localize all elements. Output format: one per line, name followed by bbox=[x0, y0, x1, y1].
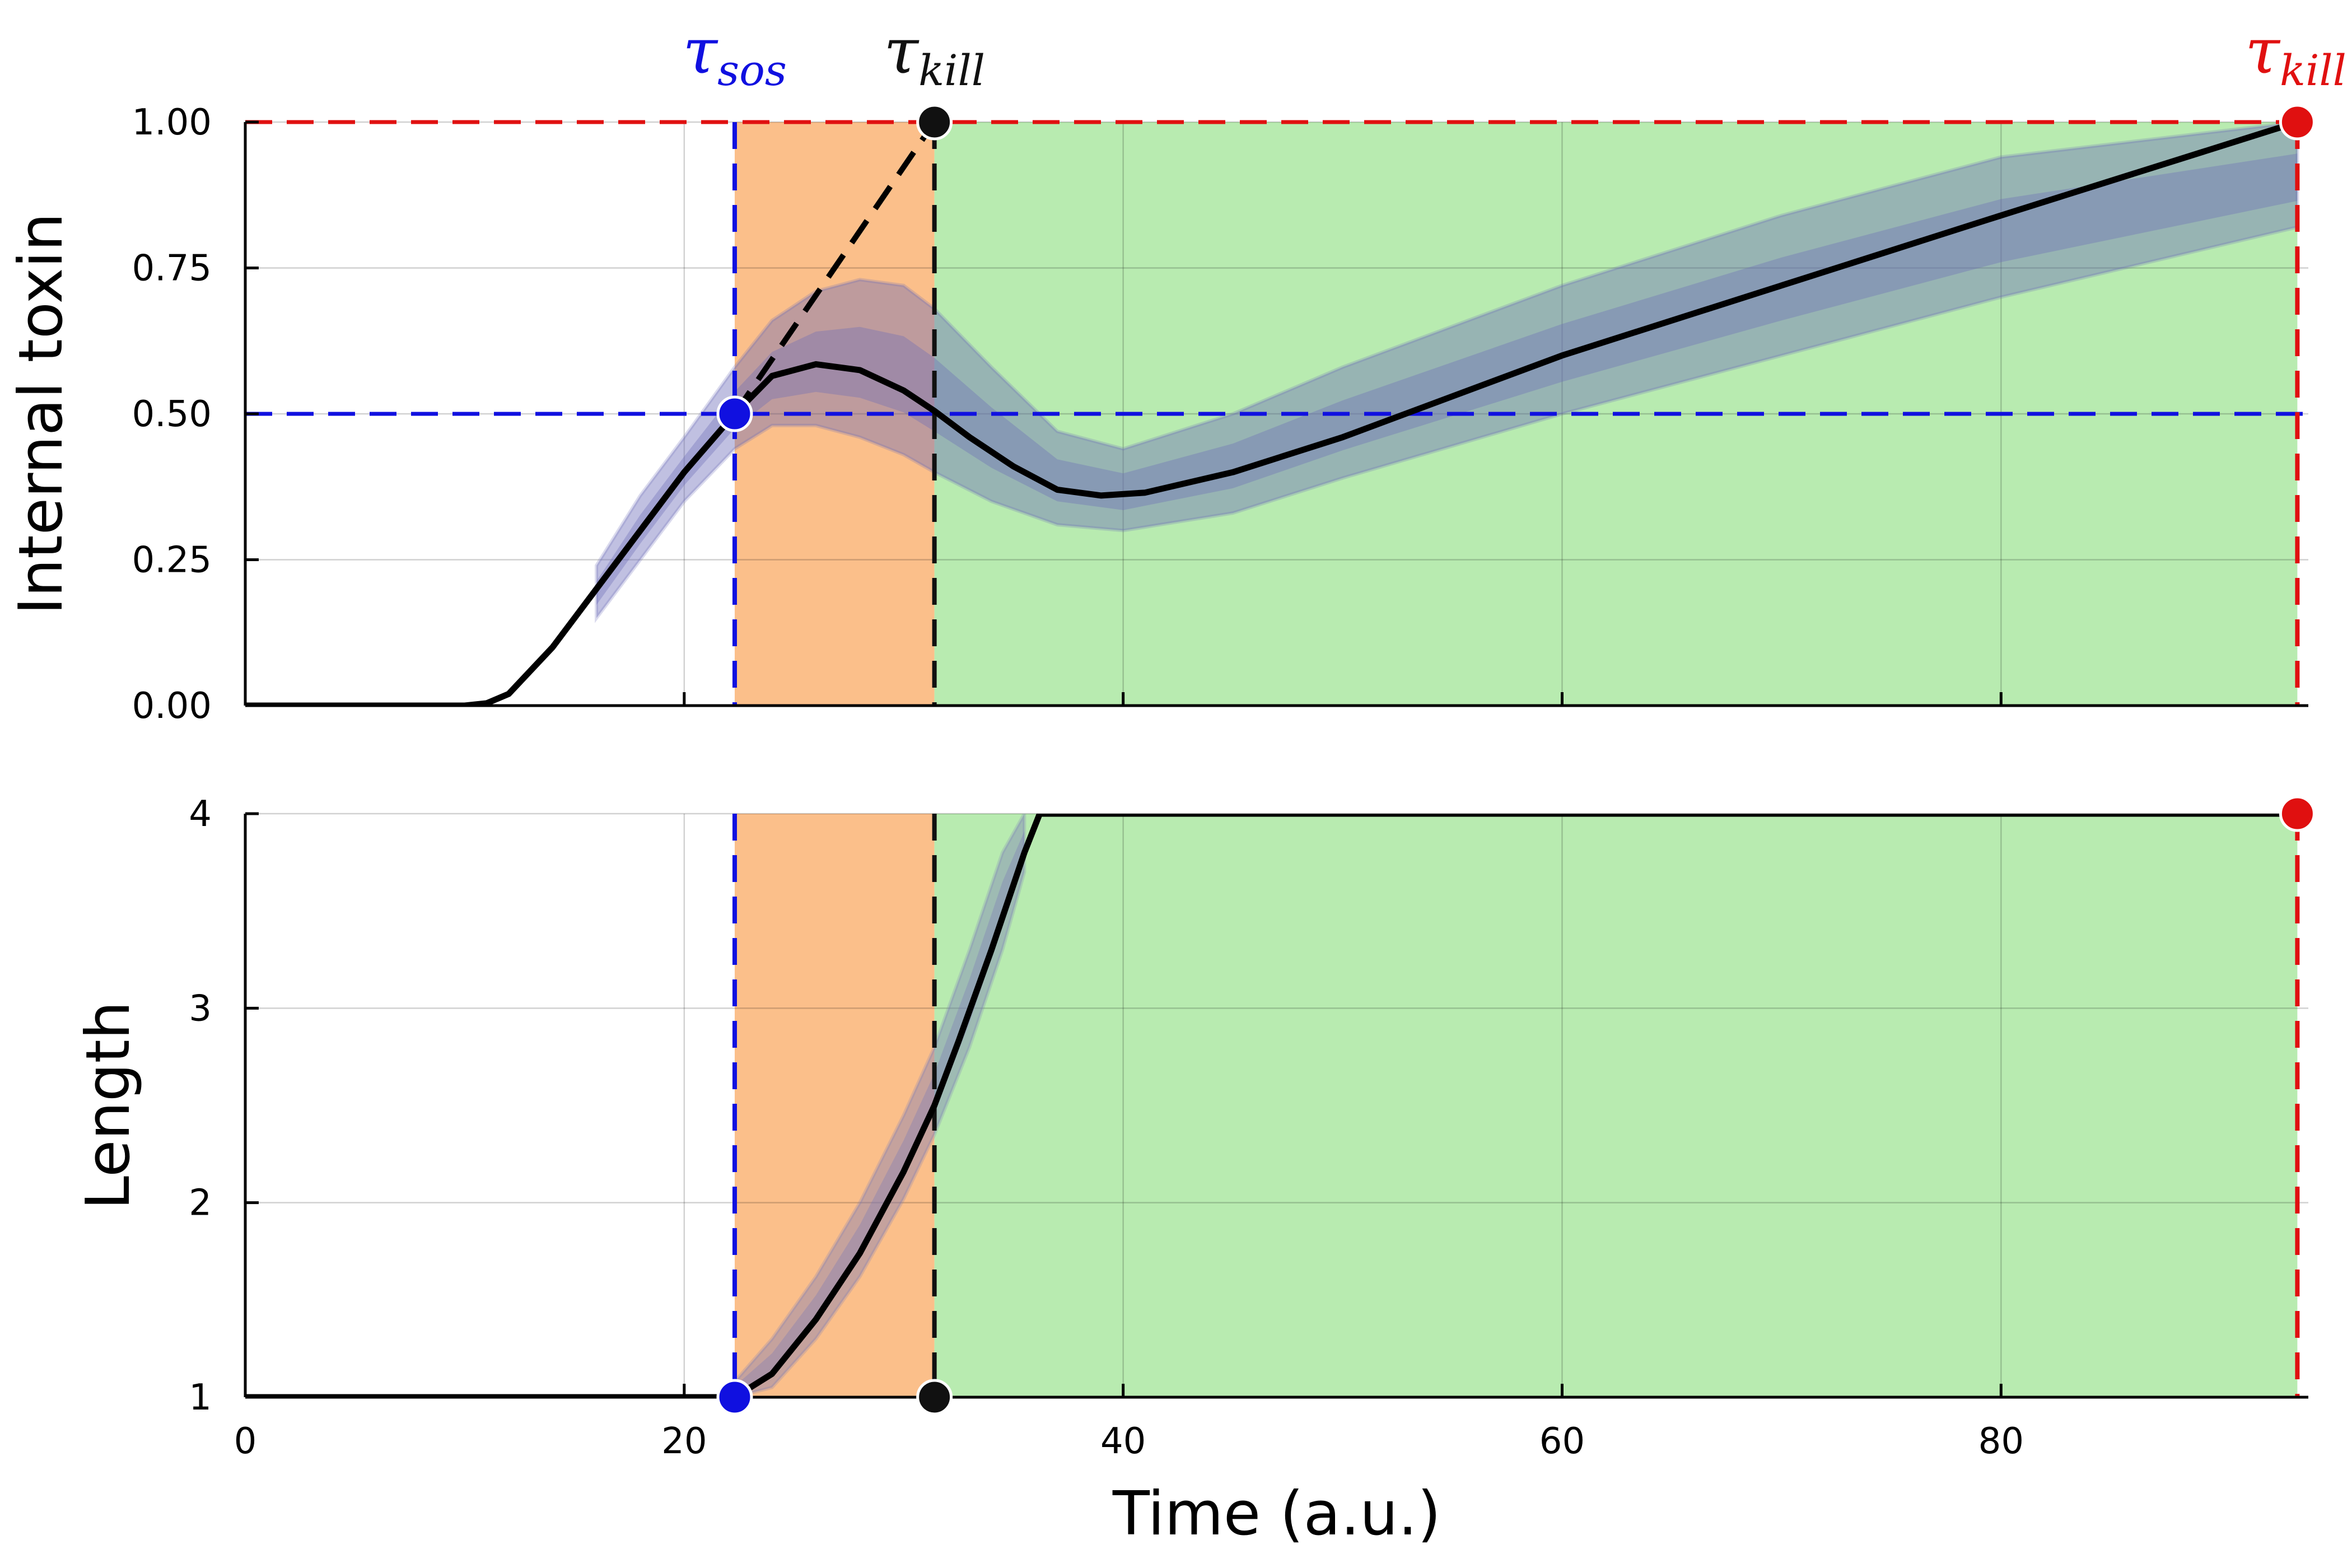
bottom-axes bbox=[244, 812, 2308, 1399]
y-tick-label: 0.25 bbox=[132, 540, 212, 581]
projected-kill-line bbox=[732, 122, 937, 416]
x-axis-label: Time (a.u.) bbox=[1112, 1479, 1441, 1549]
top-annotations: τsos τkill τkill bbox=[683, 15, 2346, 95]
top-markers bbox=[716, 104, 2316, 432]
tau-annotation-3: τkill bbox=[2245, 15, 2346, 95]
tau-annotation-1: τsos bbox=[683, 15, 787, 95]
bottom-markers bbox=[716, 795, 2316, 1416]
y-tick-label: 0.50 bbox=[132, 394, 212, 435]
y-tick-label: 2 bbox=[189, 1183, 212, 1224]
mean-trajectory-line bbox=[245, 122, 2300, 706]
event-marker-2 bbox=[916, 1379, 953, 1416]
event-marker-3 bbox=[2279, 104, 2316, 141]
y-tick-label: 1.00 bbox=[132, 102, 212, 143]
event-marker-3 bbox=[2279, 795, 2316, 832]
y-tick-label: 0.75 bbox=[132, 248, 212, 290]
event-marker-1 bbox=[716, 1379, 753, 1416]
y-tick-label: 1 bbox=[189, 1377, 212, 1418]
trajectory-spread-band bbox=[715, 814, 1026, 1397]
bottom-curves bbox=[245, 814, 2300, 1397]
x-tick-label: 0 bbox=[234, 1421, 257, 1462]
bottom-shaded-regions bbox=[734, 814, 2298, 1397]
x-tick-label: 20 bbox=[661, 1421, 707, 1462]
x-tick-label: 40 bbox=[1100, 1421, 1146, 1462]
top-curves bbox=[245, 122, 2300, 706]
event-marker-2 bbox=[916, 104, 953, 141]
bottom-y-axis-label: Length bbox=[73, 1001, 143, 1210]
x-tick-label: 60 bbox=[1539, 1421, 1585, 1462]
y-tick-label: 4 bbox=[189, 794, 212, 835]
x-tick-label: 80 bbox=[1978, 1421, 2024, 1462]
mean-trajectory-line bbox=[245, 814, 2300, 1397]
shaded-region-1 bbox=[734, 814, 935, 1397]
tau-annotation-2: τkill bbox=[884, 15, 985, 95]
y-tick-label: 3 bbox=[189, 988, 212, 1029]
bottom-ensemble-band bbox=[715, 814, 1026, 1397]
top-axes bbox=[244, 120, 2308, 707]
top-y-axis-label: Internal toxin bbox=[6, 213, 76, 615]
event-marker-1 bbox=[716, 395, 753, 432]
shaded-region-2 bbox=[934, 814, 2298, 1397]
top-panel-internal-toxin: 0.00 0.25 0.50 0.75 1.00 τsos τkill τkill Inte… bbox=[6, 15, 2346, 727]
trajectory-core-band bbox=[596, 153, 2298, 605]
top-tick-labels: 0.00 0.25 0.50 0.75 1.00 bbox=[132, 102, 212, 727]
y-tick-label: 0.00 bbox=[132, 685, 212, 727]
